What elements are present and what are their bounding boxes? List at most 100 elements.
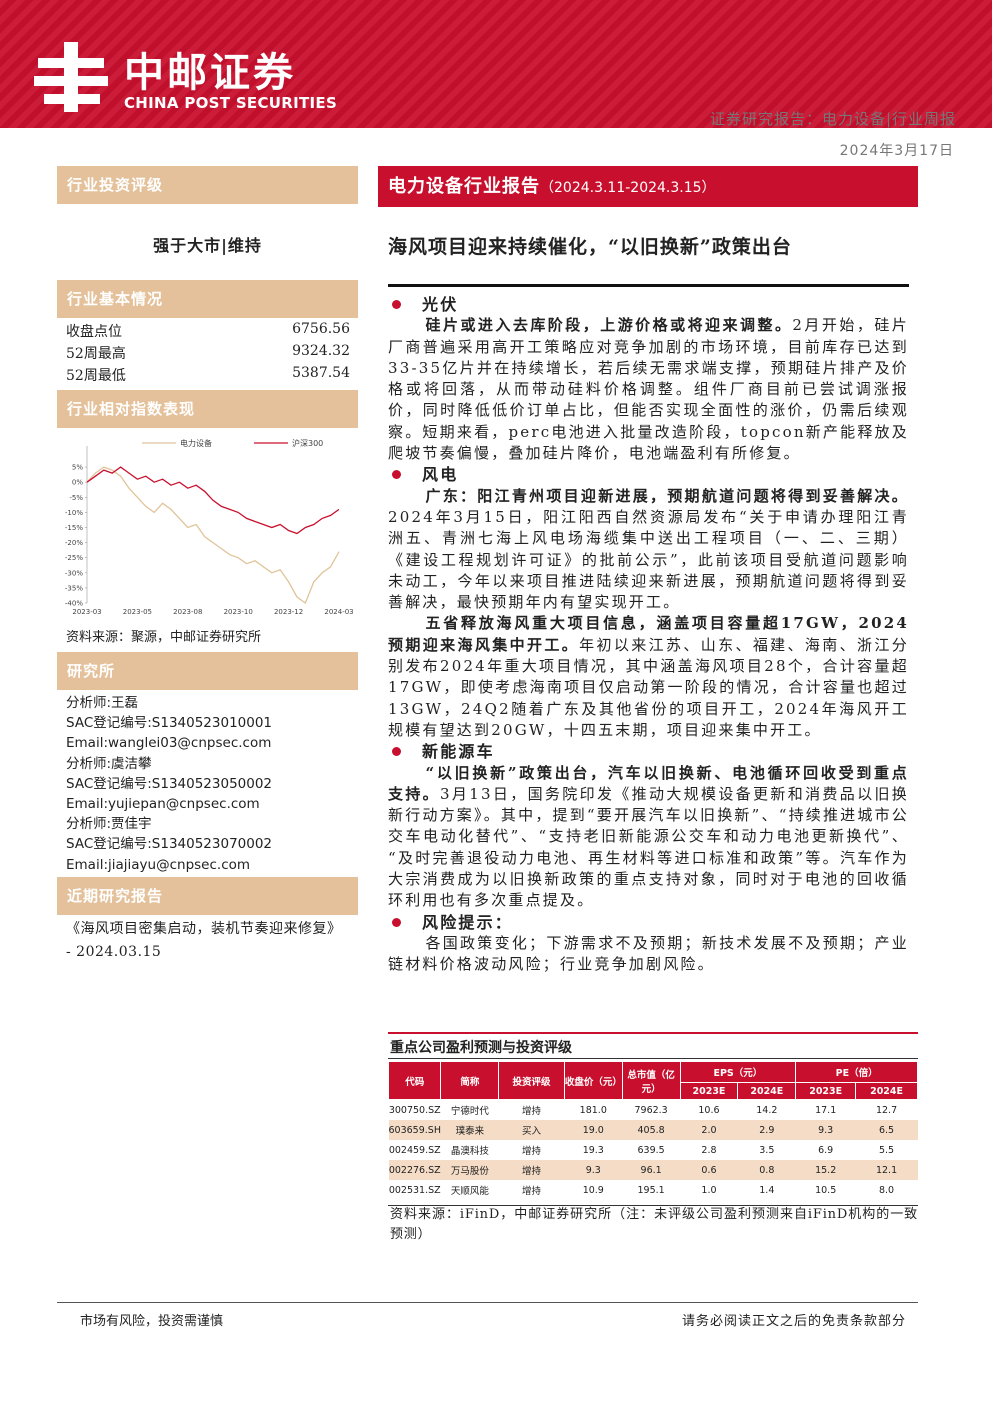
header-cell: 2024E: [855, 1082, 918, 1100]
x-tick-label: 2023-08: [173, 608, 202, 616]
table-cell: 3.5: [759, 1144, 775, 1156]
table-cell: 405.8: [622, 1120, 681, 1140]
table-cell: 181.0: [579, 1104, 607, 1116]
header-cell: EPS（元）: [679, 1061, 797, 1083]
paragraph-lead: 广东：阳江青州项目迎新进展，预期航道问题将得到妥善解决。: [425, 486, 909, 505]
research-line: Email:jiajiayu@cnpsec.com: [66, 856, 251, 873]
logo-icon: [34, 42, 108, 112]
table-cell: 0.8: [737, 1160, 796, 1180]
header-cell: 2023E: [679, 1082, 739, 1100]
paragraph-text: 2月开始，硅片厂商普遍采用高开工策略应对竞争加剧的市场环境，目前库存已达到33-…: [388, 316, 909, 463]
footer-right: 请务必阅读正文之后的免责条款部分: [681, 1314, 906, 1329]
report-date: 2024年3月17日: [839, 143, 954, 159]
section-heading: 新能源车: [388, 741, 909, 762]
header-cell: 总市值（亿元）: [621, 1061, 681, 1100]
series-line: [86, 466, 340, 605]
chart-source: 资料来源：聚源，中邮证券研究所: [66, 630, 262, 645]
banner-period: （2024.3.11-2024.3.15）: [540, 180, 716, 196]
table-cell: 10.9: [582, 1184, 604, 1196]
basics-row: 52周最低 5387.54: [66, 365, 350, 387]
research-line: SAC登记编号:S1340523010001: [66, 715, 273, 732]
section-heading: 风险提示：: [388, 912, 909, 933]
table-cell: 639.5: [637, 1144, 665, 1156]
table-cell: 10.5: [815, 1184, 837, 1196]
chart: 5%0%-5%-10%-15%-20%-25%-30%-35%-40%2023-…: [65, 438, 354, 616]
basics-value: 9324.32: [292, 343, 350, 359]
header-row: 代码 简称 投资评级 收盘价（元） 总市值（亿元） EPS（元） PE（倍）: [387, 1061, 918, 1100]
table-cell: 17.1: [815, 1104, 837, 1116]
table-cell: 195.1: [637, 1184, 665, 1196]
banner: 电力设备行业报告（2024.3.11-2024.3.15）: [378, 166, 918, 207]
research-line: 分析师:贾佳宇: [66, 816, 152, 833]
table-title: 重点公司盈利预测与投资评级: [390, 1040, 572, 1056]
rule: [388, 1032, 918, 1034]
footer-left: 市场有风险，投资需谨慎: [80, 1314, 224, 1329]
y-tick-label: -20%: [65, 539, 83, 547]
paragraph: 各国政策变化；下游需求不及预期；新技术发展不及预期；产业链材料价格波动风险；行业…: [388, 933, 909, 976]
table-cell: 8.0: [878, 1184, 895, 1196]
research-line: SAC登记编号:S1340523070002: [66, 836, 273, 853]
logo-text: 中邮证券: [124, 50, 296, 96]
header-cell: 2024E: [737, 1082, 797, 1100]
section-header: 研究所: [57, 652, 358, 690]
table-cell: 96.1: [622, 1160, 681, 1180]
headline: 海风项目迎来持续催化，“以旧换新”政策出台: [388, 236, 792, 258]
rating: 强于大市|维持: [153, 236, 262, 255]
basics-value: 6756.56: [292, 321, 350, 337]
header-band: 中邮证券 CHINA POST SECURITIES: [0, 0, 992, 128]
table-cell: 7962.3: [634, 1104, 668, 1116]
paragraph-text: 3月13日，国务院印发《推动大规模设备更新和消费品以旧换新行动方案》。其中，提到…: [388, 784, 909, 910]
legend-label: 电力设备: [180, 438, 212, 448]
table-cell: 增持: [522, 1106, 542, 1117]
y-tick-label: 0%: [72, 479, 83, 487]
x-tick-label: 2023-05: [123, 608, 152, 616]
rule: [388, 1205, 918, 1206]
table-cell: 1.4: [759, 1184, 775, 1196]
header-cell: 收盘价（元）: [563, 1061, 623, 1100]
table-cell: 增持: [498, 1160, 565, 1180]
table-cell: 宁德时代: [450, 1106, 489, 1117]
y-tick-label: -10%: [65, 509, 83, 517]
table-cell: 002531.SZ: [388, 1184, 441, 1196]
section-heading: 风电: [388, 464, 909, 485]
x-tick-label: 2023-03: [72, 608, 101, 616]
table-cell: 增持: [522, 1186, 542, 1197]
paragraph: “以旧换新”政策出台，汽车以旧换新、电池循环回收受到重点支持。3月13日，国务院…: [388, 763, 909, 912]
paragraph: 五省释放海风重大项目信息，涵盖项目容量超17GW，2024预期迎来海风集中开工。…: [388, 613, 909, 741]
table-cell: 14.2: [756, 1104, 778, 1116]
header-cell: 2023E: [795, 1082, 857, 1100]
table-cell: 603659.SH: [388, 1120, 441, 1140]
x-tick-label: 2024-03: [324, 608, 353, 616]
basics-row: 收盘点位 6756.56: [66, 321, 350, 343]
table-cell: 2.9: [737, 1120, 796, 1140]
y-tick-label: 5%: [72, 464, 83, 472]
basics-row: 52周最高 9324.32: [66, 343, 350, 365]
banner-title: 电力设备行业报告: [388, 176, 540, 197]
paragraph-text: 2024年3月15日，阳江阳西自然资源局发布“关于申请办理阳江青洲五、青洲七海上…: [388, 507, 909, 612]
table-row: 002531.SZ 天顺风能 增持 10.9 195.1 1.0 1.4 10.5 8.0: [389, 1180, 918, 1200]
header-cell: 投资评级: [498, 1061, 565, 1100]
table-cell: 002276.SZ: [388, 1160, 441, 1180]
table-cell: 1.0: [701, 1184, 717, 1196]
table-cell: 12.1: [855, 1160, 918, 1180]
research-line: Email:yujiepan@cnpsec.com: [66, 796, 260, 812]
paragraph-lead: 五省释放海风重大项目信息，涵盖项目容量超17GW，2024预期迎来海风集中开工。: [388, 614, 909, 654]
research-line: Email:wanglei03@cnpsec.com: [66, 735, 272, 752]
series-line: [86, 466, 340, 535]
section-header: 行业基本情况: [57, 280, 358, 318]
table-cell: 万马股份: [440, 1160, 499, 1180]
table-cell: 19.0: [564, 1120, 623, 1140]
x-tick-label: 2023-12: [274, 608, 303, 616]
basics-label: 52周最高: [66, 346, 126, 362]
header-row: 2023E 2024E 2023E 2024E: [389, 1082, 918, 1100]
table-row: 300750.SZ 宁德时代 增持 181.0 7962.3 10.6 14.2 17.1 12…: [389, 1100, 918, 1121]
table-cell: 300750.SZ: [388, 1104, 441, 1116]
table-cell: 9.3: [795, 1120, 856, 1140]
table-cell: 2.0: [680, 1120, 738, 1140]
y-tick-label: -5%: [69, 494, 83, 502]
paragraph-text: 年初以来江苏、山东、福建、海南、浙江分别发布2024年重大项目情况，其中涵盖海风…: [388, 635, 909, 739]
table-cell: 2.8: [701, 1144, 717, 1156]
y-tick-label: -40%: [65, 600, 83, 608]
table-cell: 天顺风能: [450, 1186, 489, 1197]
